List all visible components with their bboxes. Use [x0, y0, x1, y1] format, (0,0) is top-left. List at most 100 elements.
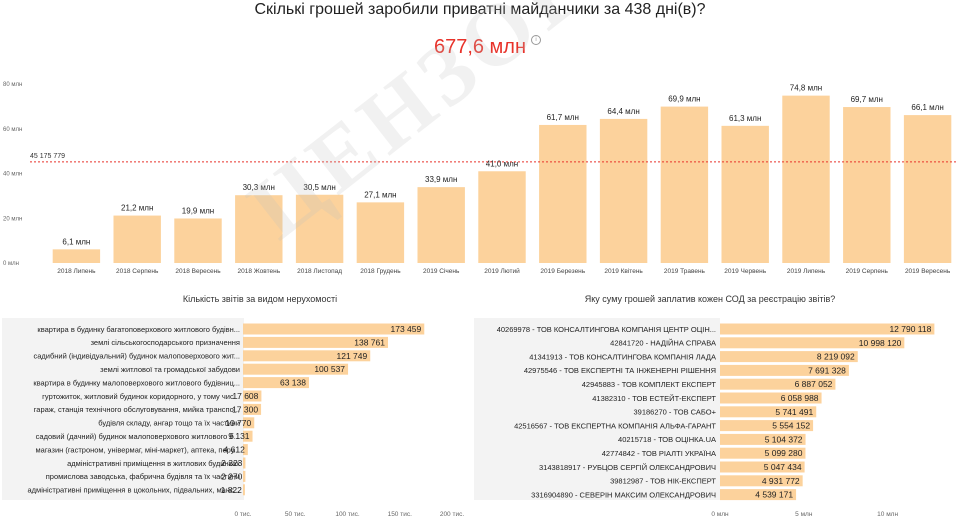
- appraiser-bar: [720, 406, 817, 418]
- property-type-bar: [243, 350, 371, 362]
- appraiser-value-label: 5 047 434: [764, 462, 802, 472]
- appraiser-category-label: 39812987 - ТОВ НІК-ЕКСПЕРТ: [610, 477, 716, 486]
- appraiser-value-label: 5 741 491: [775, 407, 813, 417]
- appraiser-category-label: 3316904890 - СЕВЕРІН МАКСИМ ОЛЕКСАНДРОВИ…: [531, 490, 716, 499]
- month-label: 2019 Вересень: [905, 268, 951, 275]
- property-type-bar: [243, 336, 389, 348]
- appraiser-bar: [720, 392, 822, 404]
- property-type-category-label: адміністративні приміщення в житлових бу…: [67, 459, 240, 468]
- month-bar: [903, 115, 952, 263]
- property-type-bar: [243, 390, 262, 402]
- appraiser-value-label: 8 219 092: [817, 352, 855, 362]
- appraiser-bar: [720, 378, 836, 390]
- property-type-chart-title: Кількість звітів за видом нерухомості: [182, 294, 338, 304]
- month-bar: [539, 124, 587, 263]
- bar-value-label: 64,4 млн: [607, 107, 639, 116]
- appraiser-value-label: 12 790 118: [889, 324, 931, 334]
- month-label: 2019 Лютий: [484, 267, 520, 275]
- property-type-value-label: 17 608: [232, 391, 258, 401]
- appraiser-category-label: 39186270 - ТОВ САБО+: [633, 408, 716, 417]
- appraiser-bar: [720, 475, 803, 487]
- appraiser-category-label: 42975546 - ТОВ ЕКСПЕРТНІ ТА ІНЖЕНЕРНІ РІ…: [524, 366, 716, 375]
- property-type-value-label: 2 270: [221, 471, 243, 481]
- property-type-category-label: землі сільськогосподарського призначення: [91, 338, 240, 347]
- property-type-x-tick-label: 0 тис.: [234, 511, 251, 518]
- bar-value-label: 61,3 млн: [729, 114, 761, 123]
- appraiser-bar: [720, 323, 935, 335]
- property-type-category-label: землі житлової та громадської забудови: [100, 365, 240, 374]
- info-icon[interactable]: i: [531, 35, 541, 45]
- month-label: 2019 Березень: [540, 268, 585, 275]
- appraiser-category-label: 40215718 - ТОВ ОЦІНКА.UA: [618, 435, 716, 444]
- month-label: 2019 Травень: [664, 268, 706, 275]
- property-type-bar: [243, 457, 246, 469]
- property-type-category-label: адміністративні приміщення в цокольних, …: [27, 486, 240, 495]
- appraiser-category-label: 42774842 - ТОВ РІАЛТІ УКРАЇНА: [602, 449, 716, 458]
- month-label: 2019 Серпень: [846, 268, 889, 275]
- appraiser-x-tick-label: 5 млн: [795, 511, 813, 518]
- property-type-category-label: гараж, станція технічного обслуговування…: [34, 405, 240, 414]
- bar-value-label: 61,7 млн: [547, 113, 579, 122]
- month-bar: [660, 106, 709, 263]
- bar-value-label: 69,7 млн: [851, 95, 883, 104]
- month-bar: [113, 215, 161, 263]
- month-label: 2018 Серпень: [116, 268, 159, 275]
- appraiser-bar: [720, 461, 805, 473]
- property-type-value-label: 138 761: [354, 337, 385, 347]
- y-tick-label: 60 млн: [3, 127, 22, 133]
- bar-value-label: 30,5 млн: [303, 183, 335, 192]
- property-type-bar: [243, 470, 246, 482]
- appraiser-panel: [474, 318, 720, 500]
- property-type-value-label: 63 138: [280, 378, 306, 388]
- appraiser-bar: [720, 433, 806, 445]
- bar-value-label: 33,9 млн: [425, 175, 457, 184]
- property-type-category-label: будівля складу, ангар тощо та їх частини: [98, 419, 240, 428]
- appraiser-value-label: 4 931 772: [762, 476, 800, 486]
- property-type-x-tick-label: 100 тис.: [335, 511, 360, 518]
- month-label: 2018 Вересень: [175, 268, 221, 275]
- bar-value-label: 6,1 млн: [62, 237, 90, 246]
- property-type-bar: [243, 484, 245, 496]
- property-type-value-label: 2 323: [221, 458, 243, 468]
- property-type-category-label: квартира в будинку малоповерхового житло…: [33, 378, 240, 387]
- month-bar: [721, 125, 769, 263]
- appraiser-category-label: 42945883 - ТОВ КОМПЛЕКТ ЕКСПЕРТ: [582, 380, 717, 389]
- appraiser-category-label: 41382310 - ТОВ ЕСТЕЙТ-ЕКСПЕРТ: [592, 394, 716, 403]
- month-label: 2019 Січень: [423, 267, 460, 275]
- month-bar: [843, 107, 891, 263]
- total-amount: 677,6 млн: [433, 36, 527, 58]
- month-label: 2018 Липень: [57, 268, 96, 275]
- property-type-bar: [243, 377, 309, 389]
- property-type-value-label: 17 300: [232, 404, 258, 414]
- property-type-bar: [243, 417, 255, 429]
- appraiser-bar: [720, 337, 905, 349]
- y-tick-label: 80 млн: [3, 82, 22, 88]
- bar-value-label: 69,9 млн: [668, 95, 700, 104]
- property-type-value-label: 10 770: [225, 418, 251, 428]
- month-label: 2019 Квітень: [604, 267, 643, 275]
- average-line-label: 45 175 779: [30, 153, 65, 160]
- appraiser-value-label: 6 058 988: [781, 393, 819, 403]
- property-type-value-label: 1 822: [221, 485, 243, 495]
- property-type-bar: [243, 323, 425, 335]
- appraiser-value-label: 6 887 052: [795, 379, 833, 389]
- month-bar: [235, 195, 283, 263]
- appraiser-value-label: 5 099 280: [765, 448, 803, 458]
- appraiser-value-label: 5 104 372: [765, 434, 803, 444]
- month-bar: [174, 218, 222, 263]
- bar-value-label: 41,0 млн: [486, 159, 518, 168]
- month-label: 2018 Листопад: [297, 268, 342, 275]
- appraiser-bar: [720, 447, 806, 459]
- appraiser-payments-chart-title: Яку суму грошей заплатив кожен СОД за ре…: [584, 294, 836, 304]
- property-type-value-label: 100 537: [314, 364, 345, 374]
- appraiser-x-tick-label: 10 млн: [877, 511, 898, 518]
- appraiser-bar: [720, 364, 849, 376]
- property-type-category-label: квартира в будинку багатоповерхового жит…: [37, 325, 240, 334]
- month-label: 2018 Жовтень: [237, 268, 280, 275]
- month-label: 2019 Червень: [724, 268, 766, 275]
- property-type-panel: [2, 318, 244, 500]
- y-tick-label: 20 млн: [3, 216, 22, 222]
- month-bar: [478, 171, 526, 263]
- property-type-value-label: 121 749: [336, 351, 367, 361]
